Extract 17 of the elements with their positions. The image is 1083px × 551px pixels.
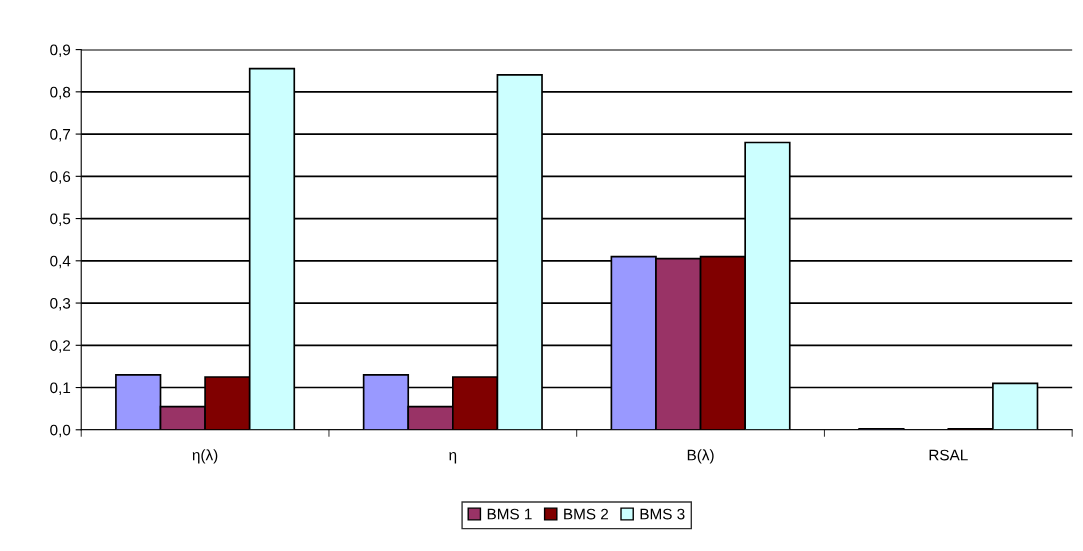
x-tick-label: RSAL [929, 449, 968, 461]
y-tick-label: 0,3 [50, 297, 71, 311]
legend-label: BMS 1 [487, 508, 532, 520]
y-tick-label: 0,9 [50, 44, 71, 58]
x-tick-label: η(λ) [192, 449, 218, 464]
y-tick-label: 0,5 [50, 213, 71, 227]
y-tick-label: 0,1 [50, 382, 71, 396]
y-tick-label: 0,8 [50, 86, 71, 100]
x-tick-label: η [449, 452, 457, 464]
y-tick-label: 0,2 [50, 340, 71, 353]
x-tick-label: B(λ) [687, 449, 714, 464]
y-tick-label: 0,4 [50, 255, 71, 269]
y-tick-label: 0,6 [50, 171, 71, 184]
y-tick-label: 0,7 [50, 128, 71, 142]
legend-label: BMS 3 [640, 508, 685, 520]
y-tick-label: 0,0 [50, 424, 71, 438]
legend-label: BMS 2 [564, 508, 609, 520]
